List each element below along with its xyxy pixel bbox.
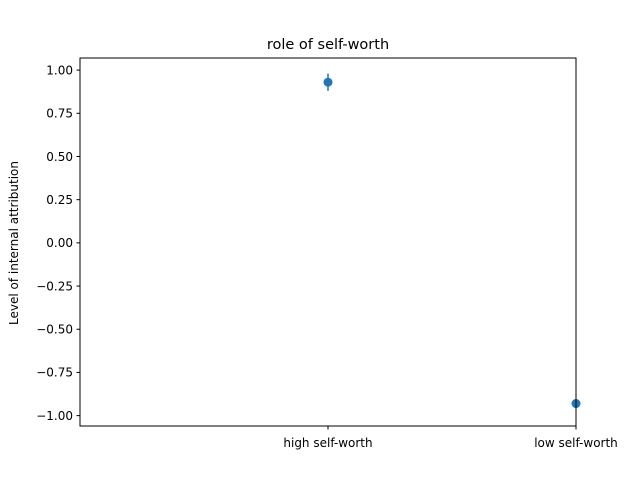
- x-tick-label: high self-worth: [283, 436, 372, 450]
- data-point: [323, 77, 333, 87]
- x-axis-ticks: high self-worth low self-worth: [283, 426, 618, 450]
- y-tick-label: 0.00: [46, 236, 73, 250]
- x-tick-label: low self-worth: [534, 436, 618, 450]
- y-tick-label: 0.25: [46, 193, 73, 207]
- y-axis-ticks: 1.00 0.75 0.50 0.25 0.00 −0.25 −0.50 −0.75 −1.00: [36, 63, 80, 423]
- y-tick-label: 0.50: [46, 150, 73, 164]
- y-tick-label: −0.25: [36, 279, 73, 293]
- y-tick-label: −0.75: [36, 366, 73, 380]
- y-tick-label: 0.75: [46, 107, 73, 121]
- y-tick-label: −0.50: [36, 323, 73, 337]
- plot-frame: [79, 57, 577, 427]
- chart-title: role of self-worth: [267, 37, 389, 53]
- y-axis-label: Level of internal attribution: [7, 161, 21, 325]
- y-tick-label: 1.00: [46, 63, 73, 77]
- y-tick-label: −1.00: [36, 409, 73, 423]
- data-points: [323, 73, 581, 409]
